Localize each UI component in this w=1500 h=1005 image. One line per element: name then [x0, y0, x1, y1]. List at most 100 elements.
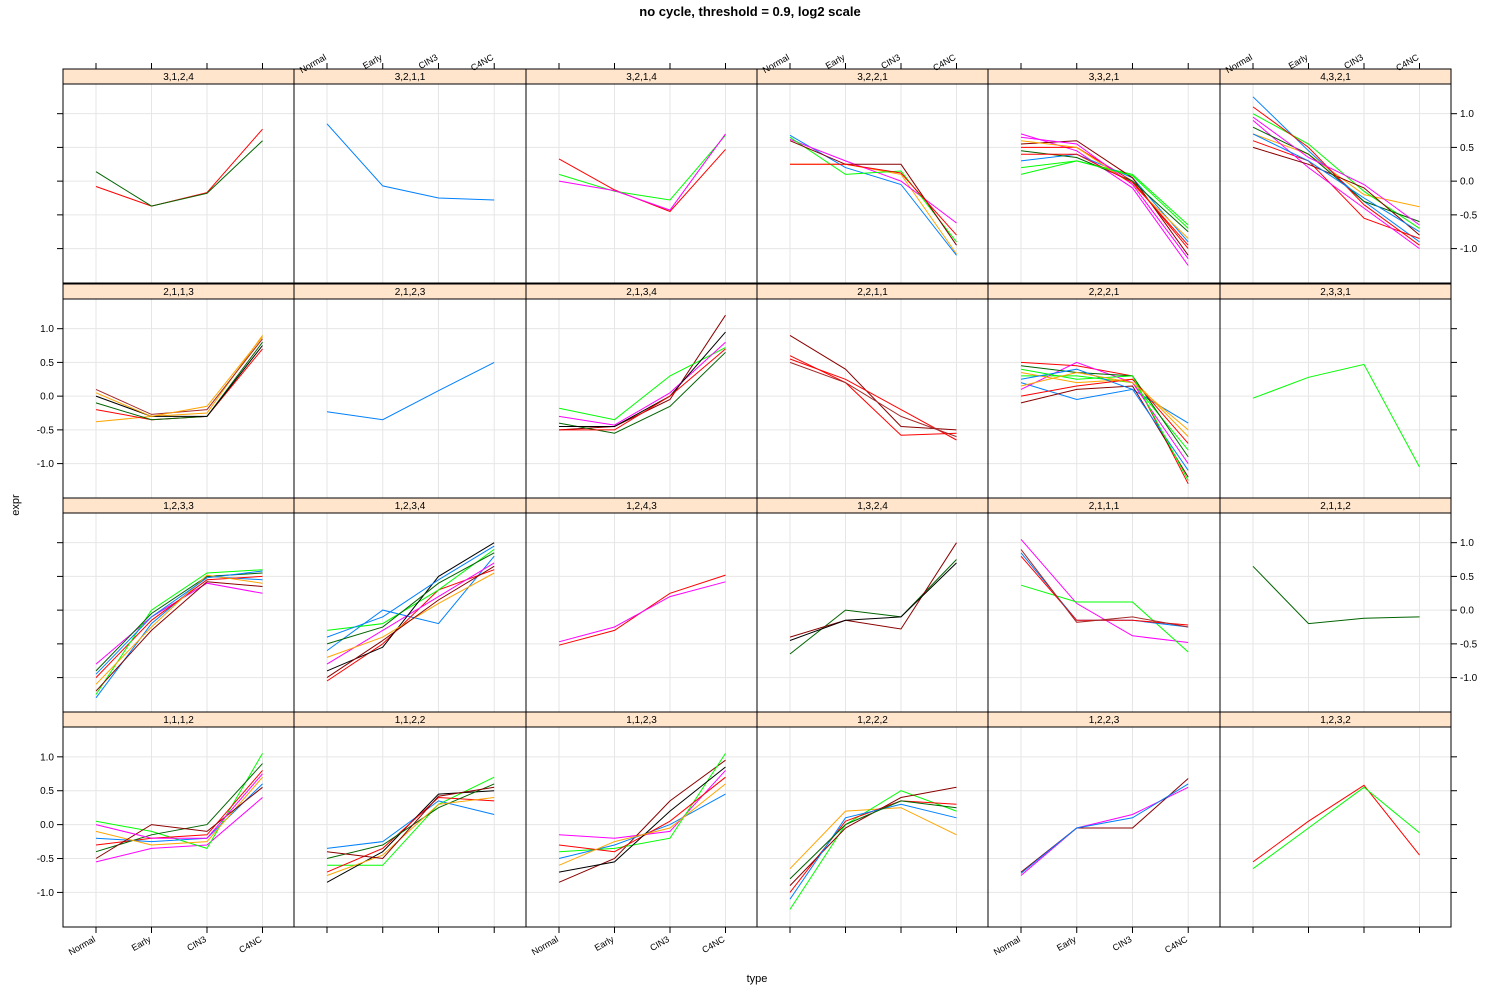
- y-tick-label: -1.0: [1460, 673, 1478, 684]
- series-line: [326, 565, 495, 679]
- series-line: [326, 361, 495, 421]
- x-tick-label: Early: [130, 934, 153, 953]
- strip-label: 3,2,1,1: [395, 72, 426, 83]
- series-line: [559, 331, 726, 427]
- x-tick-label: CIN3: [417, 52, 440, 71]
- series-line: [558, 351, 726, 434]
- panel-2-2-2-1: 2,2,2,1: [987, 283, 1221, 499]
- y-tick-label: 0.0: [1460, 177, 1474, 188]
- y-tick-label: -1.0: [37, 888, 55, 899]
- series-line: [789, 140, 957, 246]
- x-tick-label: CIN3: [879, 52, 902, 71]
- x-tick-label: Normal: [67, 934, 97, 957]
- panel-1-2-3-3: 1,2,3,3: [57, 497, 295, 713]
- series-line: [790, 163, 957, 236]
- series-line: [1020, 385, 1189, 478]
- strip-label: 2,2,2,1: [1089, 287, 1120, 298]
- series-line: [1020, 555, 1189, 626]
- series-line: [1020, 783, 1189, 874]
- series-line: [789, 542, 957, 638]
- series-line: [95, 570, 263, 675]
- series-line: [1252, 120, 1420, 250]
- y-tick-label: 0.5: [1460, 143, 1474, 154]
- y-tick-label: 0.5: [40, 358, 54, 369]
- panel-1-2-3-4: 1,2,3,4: [293, 497, 527, 713]
- y-tick-label: 1.0: [40, 324, 54, 335]
- series-line: [326, 796, 495, 873]
- series-line: [1020, 584, 1189, 653]
- series-line: [558, 581, 726, 643]
- panel-3-2-1-4: 3,2,1,4: [525, 63, 758, 284]
- series-line: [95, 569, 263, 695]
- x-tick-label: Early: [593, 934, 616, 953]
- y-tick-label: 0.5: [40, 786, 54, 797]
- series-line: [326, 572, 495, 658]
- strip: [1219, 711, 1452, 728]
- series-line: [1020, 365, 1189, 458]
- series-line: [1252, 113, 1420, 229]
- series-line: [558, 783, 726, 866]
- x-tick-label: Early: [1055, 934, 1078, 953]
- strip: [1219, 283, 1452, 300]
- series-line: [95, 336, 263, 417]
- series-line: [789, 134, 957, 256]
- panel-2-2-1-1: 2,2,1,1: [756, 283, 989, 499]
- series-line: [789, 562, 957, 641]
- series-line: [558, 753, 726, 853]
- panel-2-1-3-4: 2,1,3,4: [525, 283, 758, 499]
- strip: [1219, 497, 1452, 514]
- series-line: [1252, 126, 1420, 223]
- series-line: [326, 552, 495, 645]
- series-line: [1252, 146, 1420, 236]
- x-tick-label: CIN3: [648, 934, 671, 953]
- series-line: [789, 361, 957, 438]
- x-tick-label: Normal: [992, 934, 1022, 957]
- series-line: [1020, 371, 1189, 431]
- y-tick-label: 0.0: [40, 820, 54, 831]
- series-line: [1020, 552, 1189, 628]
- series-line: [95, 575, 263, 678]
- series-line: [1020, 140, 1189, 256]
- panel-1-1-1-2: 1,1,1,2 Normal Early CIN3 C4NC -1.0 -0.5 0.0 0.5…: [37, 711, 295, 957]
- panel-2-1-1-1: 2,1,1,1: [987, 497, 1221, 713]
- series-line: [789, 790, 957, 910]
- strip-label: 4,3,2,1: [1320, 72, 1351, 83]
- series-line: [789, 358, 957, 441]
- panel-1-2-2-3: 1,2,2,3 Normal Early CIN3 C4NC: [987, 711, 1221, 957]
- series-line: [95, 341, 263, 421]
- series-line: [326, 786, 495, 860]
- panel-1-1-2-3: 1,1,2,3 Normal Early CIN3 C4NC: [525, 711, 758, 957]
- series-line: [789, 800, 957, 893]
- series-line: [789, 138, 957, 224]
- series-line: [1020, 140, 1189, 239]
- y-tick-label: 0.0: [1460, 606, 1474, 617]
- y-tick-label: 1.0: [1460, 109, 1474, 120]
- y-tick-label: -0.5: [1460, 639, 1478, 650]
- series-line: [1252, 784, 1420, 863]
- series-line: [326, 800, 495, 849]
- y-tick-label: -0.5: [37, 854, 55, 865]
- y-tick-label: -1.0: [1460, 244, 1478, 255]
- series-line: [789, 559, 957, 655]
- series-line: [95, 338, 263, 415]
- series-line: [558, 134, 726, 201]
- series-line: [1020, 549, 1189, 628]
- series-line: [1252, 363, 1420, 468]
- y-tick-label: 0.0: [40, 392, 54, 403]
- series-line: [1021, 375, 1189, 451]
- panel-2-1-2-3: 2,1,2,3: [293, 283, 527, 499]
- y-tick-label: 1.0: [1460, 538, 1474, 549]
- strip-label: 2,1,1,3: [163, 287, 194, 298]
- series-line: [789, 136, 957, 243]
- x-tick-label: C4NC: [1163, 934, 1190, 955]
- series-line: [1020, 538, 1189, 643]
- x-tick-label: Early: [824, 52, 847, 71]
- strip-label: 1,1,2,2: [395, 715, 426, 726]
- panel-1-1-2-2: 1,1,2,2: [293, 711, 527, 933]
- strip-label: 1,2,3,4: [395, 501, 426, 512]
- series-line: [1252, 133, 1420, 208]
- panel-2-1-1-3: 2,1,1,3 -1.0 -0.5 0.0 0.5 1.0: [37, 283, 295, 499]
- series-line: [1020, 378, 1189, 444]
